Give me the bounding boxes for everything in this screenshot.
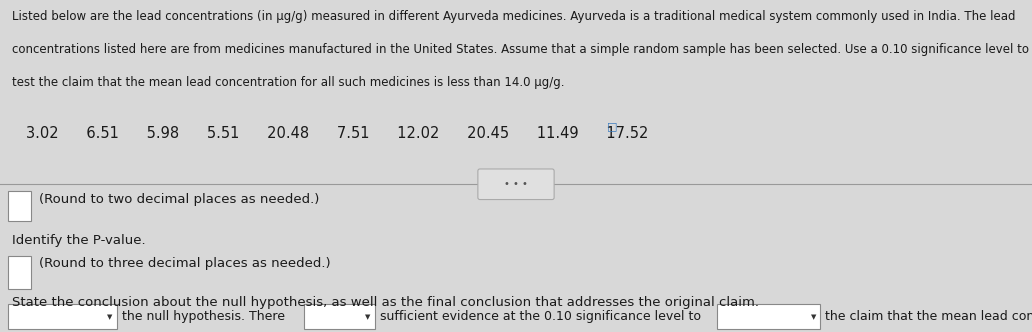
Text: □: □	[607, 121, 617, 131]
Text: the null hypothesis. There: the null hypothesis. There	[122, 310, 285, 323]
FancyBboxPatch shape	[478, 169, 554, 200]
FancyBboxPatch shape	[8, 304, 117, 329]
Text: ▼: ▼	[811, 314, 816, 320]
Text: 3.02      6.51      5.98      5.51      20.48      7.51      12.02      20.45   : 3.02 6.51 5.98 5.51 20.48 7.51 12.02 20.…	[26, 126, 648, 141]
Text: ▼: ▼	[107, 314, 112, 320]
FancyBboxPatch shape	[8, 191, 31, 221]
Text: • • •: • • •	[504, 179, 528, 189]
Text: the claim that the mean lead concentration for all: the claim that the mean lead concentrati…	[826, 310, 1032, 323]
Text: (Round to three decimal places as needed.): (Round to three decimal places as needed…	[39, 257, 331, 270]
Text: State the conclusion about the null hypothesis, as well as the final conclusion : State the conclusion about the null hypo…	[12, 296, 760, 309]
Text: Listed below are the lead concentrations (in μg/g) measured in different Ayurved: Listed below are the lead concentrations…	[12, 10, 1015, 23]
FancyBboxPatch shape	[717, 304, 820, 329]
Text: (Round to two decimal places as needed.): (Round to two decimal places as needed.)	[39, 193, 320, 206]
Text: test the claim that the mean lead concentration for all such medicines is less t: test the claim that the mean lead concen…	[12, 76, 565, 89]
FancyBboxPatch shape	[304, 304, 375, 329]
Text: sufficient evidence at the 0.10 significance level to: sufficient evidence at the 0.10 signific…	[380, 310, 701, 323]
Text: Identify the P-value.: Identify the P-value.	[12, 234, 146, 247]
Text: ▼: ▼	[365, 314, 370, 320]
Text: concentrations listed here are from medicines manufactured in the United States.: concentrations listed here are from medi…	[12, 43, 1029, 56]
FancyBboxPatch shape	[8, 256, 31, 289]
